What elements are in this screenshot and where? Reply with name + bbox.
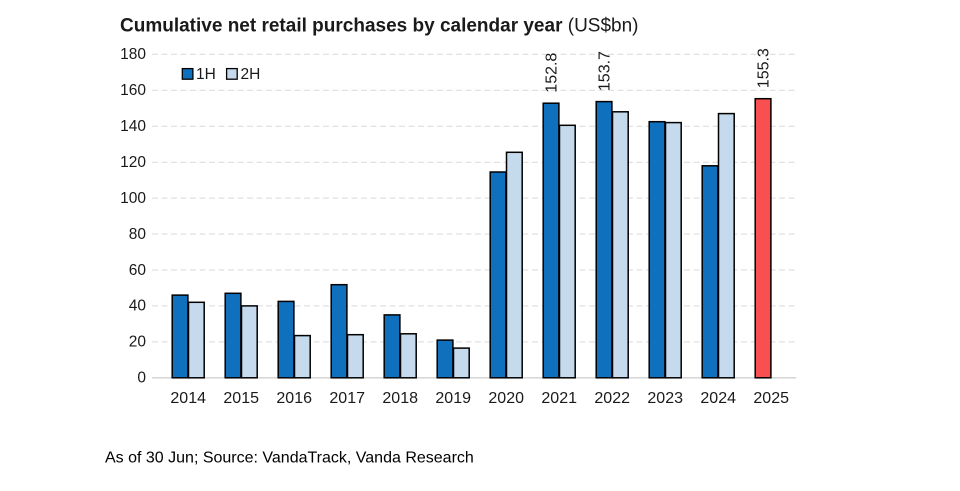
svg-text:20: 20 [129, 334, 147, 351]
svg-text:2014: 2014 [170, 390, 206, 407]
svg-text:2025: 2025 [753, 390, 789, 407]
svg-text:100: 100 [120, 190, 146, 207]
svg-text:180: 180 [120, 46, 146, 63]
svg-text:2019: 2019 [435, 390, 471, 407]
svg-text:0: 0 [137, 370, 146, 387]
svg-text:As of 30 Jun; Source: VandaTra: As of 30 Jun; Source: VandaTrack, Vanda … [105, 449, 474, 466]
svg-text:1H: 1H [196, 66, 216, 83]
svg-text:Cumulative net retail purchase: Cumulative net retail purchases by calen… [120, 16, 639, 37]
svg-text:2015: 2015 [223, 390, 259, 407]
svg-text:2022: 2022 [594, 390, 630, 407]
svg-text:2H: 2H [241, 66, 261, 83]
svg-text:155.3: 155.3 [756, 48, 773, 88]
svg-text:2018: 2018 [382, 390, 418, 407]
svg-text:60: 60 [129, 262, 147, 279]
svg-text:152.8: 152.8 [544, 53, 561, 93]
svg-text:120: 120 [120, 154, 146, 171]
svg-text:153.7: 153.7 [597, 51, 614, 91]
svg-text:2023: 2023 [647, 390, 683, 407]
svg-text:40: 40 [129, 298, 147, 315]
svg-text:140: 140 [120, 118, 146, 135]
svg-text:2016: 2016 [276, 390, 312, 407]
svg-text:2021: 2021 [541, 390, 577, 407]
svg-text:160: 160 [120, 82, 146, 99]
svg-text:2017: 2017 [329, 390, 365, 407]
svg-text:80: 80 [129, 226, 147, 243]
svg-text:2020: 2020 [488, 390, 524, 407]
svg-text:2024: 2024 [700, 390, 736, 407]
